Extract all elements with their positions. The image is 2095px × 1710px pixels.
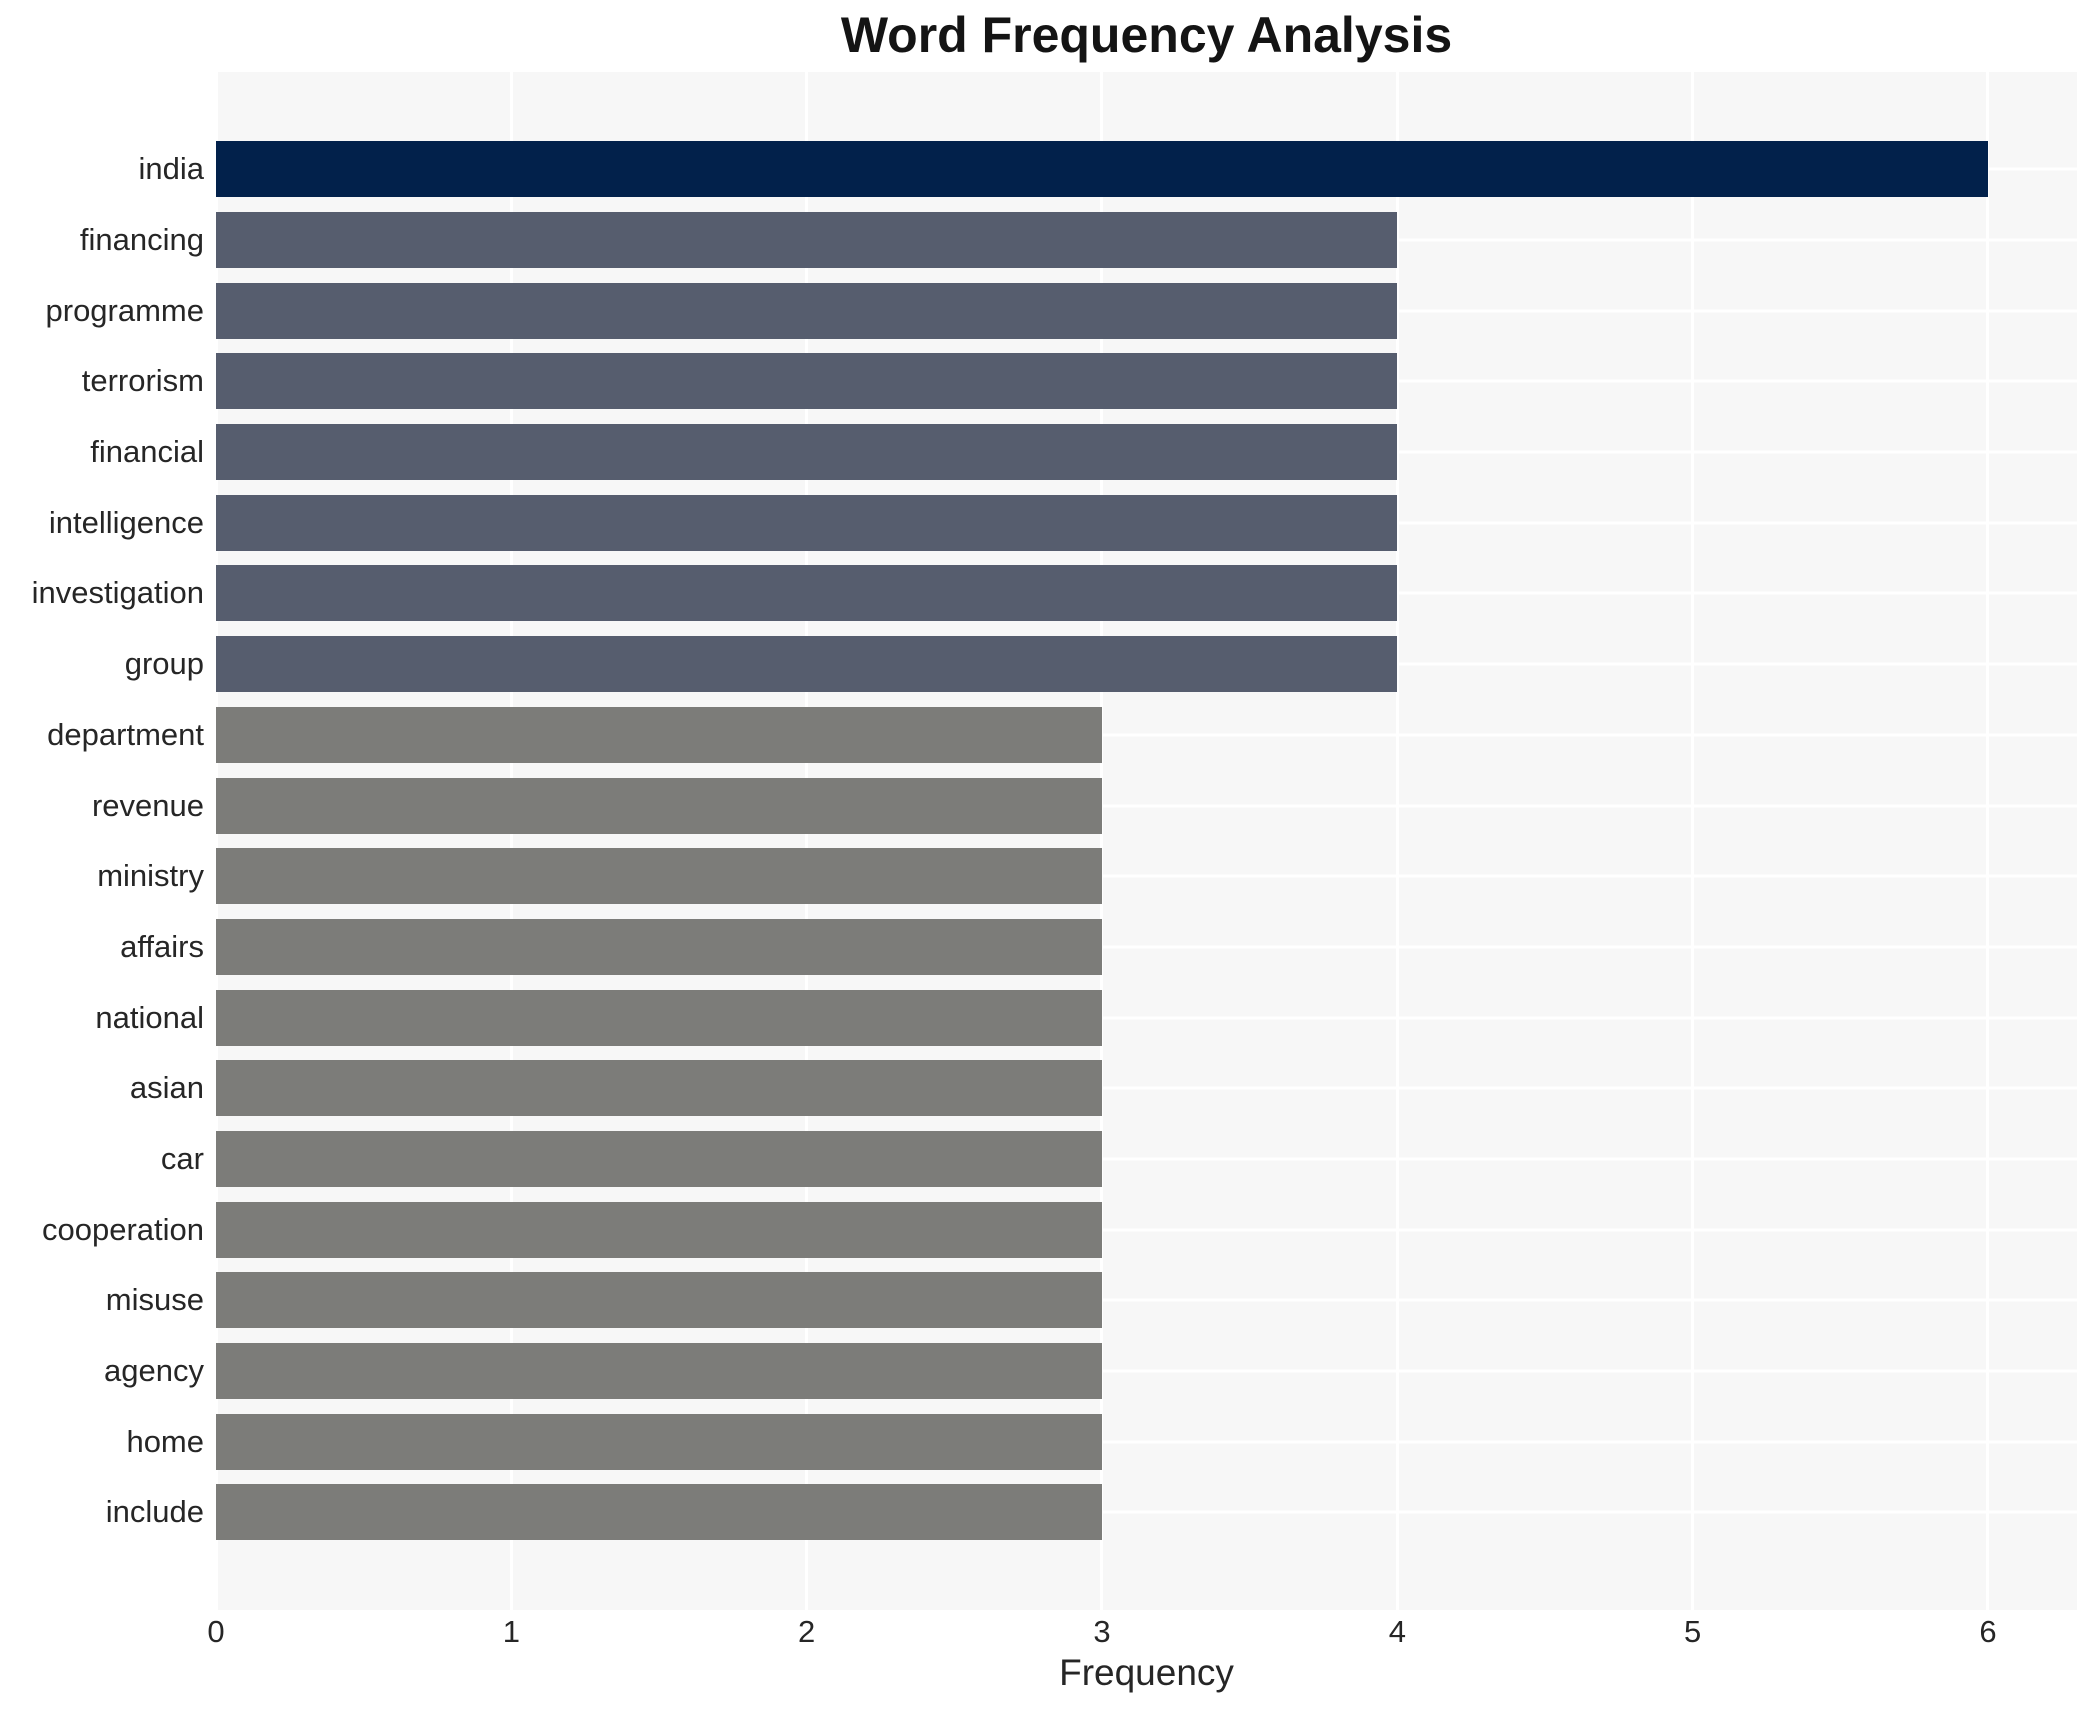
chart-title: Word Frequency Analysis xyxy=(840,7,1453,63)
chart-row xyxy=(216,1194,2077,1265)
y-tick-label: revenue xyxy=(91,787,204,823)
y-tick-label: cooperation xyxy=(41,1211,204,1247)
x-tick-label: 1 xyxy=(502,1614,520,1649)
gridline-horizontal xyxy=(216,874,2077,878)
chart-row xyxy=(216,134,2077,205)
y-tick-label: car xyxy=(160,1140,204,1176)
gridline-vertical xyxy=(1691,72,1695,1610)
y-tick-label: ministry xyxy=(97,858,204,894)
x-tick-label: 5 xyxy=(1684,1614,1702,1649)
gridline-horizontal xyxy=(216,1298,2077,1302)
x-tick-label: 2 xyxy=(798,1614,816,1649)
y-tick-label: group xyxy=(124,646,204,682)
gridline-horizontal xyxy=(216,733,2077,737)
gridline-horizontal xyxy=(216,1016,2077,1020)
y-tick-label: financial xyxy=(90,434,204,470)
gridline-horizontal xyxy=(216,804,2077,808)
gridline-horizontal xyxy=(216,945,2077,949)
chart-row xyxy=(216,1265,2077,1336)
gridline-horizontal xyxy=(216,1510,2077,1514)
y-tick-label: agency xyxy=(104,1353,204,1389)
bar-car xyxy=(216,1130,1102,1187)
gridline-vertical xyxy=(1986,72,1990,1610)
gridline-vertical xyxy=(214,72,218,1610)
bar-programme xyxy=(216,282,1398,339)
bar-rows xyxy=(216,134,2077,1548)
bar-agency xyxy=(216,1343,1102,1400)
y-tick-label: investigation xyxy=(31,575,204,611)
chart-row xyxy=(216,558,2077,629)
bar-terrorism xyxy=(216,353,1398,410)
chart-row xyxy=(216,1406,2077,1477)
y-tick-label: affairs xyxy=(120,928,204,964)
bar-include xyxy=(216,1484,1102,1541)
gridline-vertical xyxy=(1395,72,1399,1610)
bar-national xyxy=(216,989,1102,1046)
y-tick-label: asian xyxy=(129,1070,204,1106)
plot-area xyxy=(214,72,2077,1610)
bar-misuse xyxy=(216,1272,1102,1329)
x-tick-label: 3 xyxy=(1093,1614,1111,1649)
x-axis-label: Frequency xyxy=(1059,1652,1234,1693)
y-tick-label: national xyxy=(95,999,204,1035)
chart-row xyxy=(216,982,2077,1053)
bar-investigation xyxy=(216,565,1398,622)
x-tick-label: 6 xyxy=(1979,1614,1997,1649)
y-tick-label: intelligence xyxy=(48,504,204,540)
chart-row xyxy=(216,700,2077,771)
y-tick-label: terrorism xyxy=(81,363,204,399)
chart-row xyxy=(216,1053,2077,1124)
bar-financing xyxy=(216,212,1398,269)
gridline-horizontal xyxy=(216,1157,2077,1161)
bar-cooperation xyxy=(216,1201,1102,1258)
y-axis-labels: india financing programme terrorism financia… xyxy=(0,134,204,1548)
bar-financial xyxy=(216,424,1398,481)
y-tick-label: india xyxy=(138,151,205,187)
gridline-vertical xyxy=(1100,72,1104,1610)
y-tick-label: department xyxy=(47,716,204,752)
bar-asian xyxy=(216,1060,1102,1117)
gridline-horizontal xyxy=(216,1440,2077,1444)
y-tick-label: misuse xyxy=(105,1282,204,1318)
chart-row xyxy=(216,1477,2077,1548)
chart-row xyxy=(216,205,2077,276)
chart-row xyxy=(216,346,2077,417)
bar-home xyxy=(216,1413,1102,1470)
chart-row xyxy=(216,1124,2077,1195)
x-tick-label: 4 xyxy=(1388,1614,1406,1649)
chart-row xyxy=(216,629,2077,700)
y-tick-label: financing xyxy=(79,222,204,258)
bar-india xyxy=(216,141,1988,198)
gridline-horizontal xyxy=(216,1086,2077,1090)
bar-affairs xyxy=(216,918,1102,975)
chart-row xyxy=(216,1336,2077,1407)
chart-row xyxy=(216,275,2077,346)
y-tick-label: home xyxy=(126,1423,204,1459)
chart-row xyxy=(216,770,2077,841)
gridline-vertical xyxy=(509,72,513,1610)
gridline-horizontal xyxy=(216,1369,2077,1373)
chart-row xyxy=(216,487,2077,558)
chart-row xyxy=(216,417,2077,488)
bar-ministry xyxy=(216,848,1102,905)
x-tick-label: 0 xyxy=(207,1614,225,1649)
y-tick-label: include xyxy=(105,1494,204,1530)
x-axis-ticks: 0 1 2 3 4 5 6 xyxy=(207,1614,2077,1654)
gridline-vertical xyxy=(805,72,809,1610)
bar-revenue xyxy=(216,777,1102,834)
bar-group xyxy=(216,636,1398,693)
gridline-horizontal xyxy=(216,1228,2077,1232)
y-tick-label: programme xyxy=(45,292,205,328)
bar-department xyxy=(216,706,1102,763)
bar-intelligence xyxy=(216,494,1398,551)
chart-row xyxy=(216,841,2077,912)
chart-row xyxy=(216,912,2077,983)
